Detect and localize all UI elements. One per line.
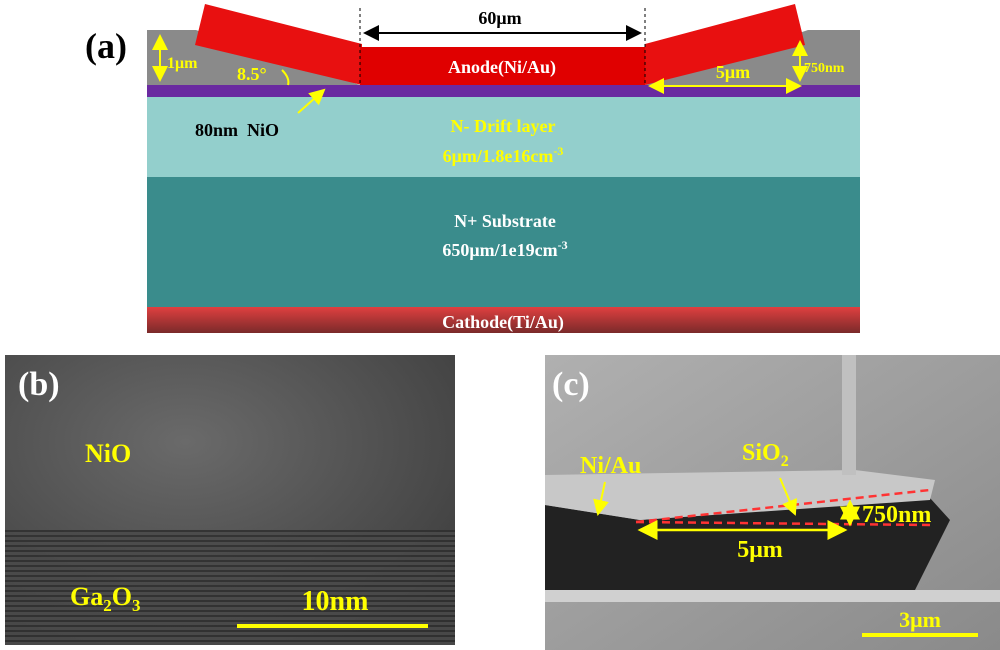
layer-label: NiO: [85, 439, 131, 468]
layer-label: N+ Substrate: [454, 211, 556, 231]
pointer: [593, 481, 609, 516]
panel-b: (b) NiO Ga2O3 10nm: [5, 355, 455, 645]
layer-label: Ga2O3: [70, 582, 140, 615]
layer-label: Cathode(Ti/Au): [442, 312, 564, 333]
panel-label: (b): [18, 366, 60, 403]
layer-spec: 6μm/1.8e16cm-3: [443, 144, 564, 166]
panel-a: (a) 60μm 1μm 8.5° Anode(Ni/Au) 5μm 750nm…: [85, 4, 860, 333]
dimension-label: 750nm: [862, 502, 931, 528]
dimension-label: 5μm: [716, 62, 750, 82]
panel-label: (a): [85, 26, 127, 66]
formula-part: O: [112, 582, 132, 611]
substrate-layer: [147, 177, 860, 307]
subscript: 2: [781, 453, 789, 470]
exponent: -3: [558, 238, 568, 252]
panel-label: (c): [552, 366, 590, 403]
pointer: [779, 477, 797, 516]
anode-label: Anode(Ni/Au): [448, 57, 556, 78]
material-label: SiO2: [742, 440, 789, 470]
dimension-label: 1μm: [167, 55, 198, 72]
spec-text: 650μm/1e19cm: [442, 240, 557, 260]
pointer: [297, 88, 326, 114]
anode-metal: [360, 47, 645, 85]
metal-overhang: [545, 470, 935, 520]
subscript: 3: [132, 596, 141, 615]
cathode-layer: [147, 307, 860, 333]
dimension-label: 750nm: [804, 61, 845, 76]
field-plate-right: [645, 4, 805, 85]
layer-label: 80nm NiO: [195, 120, 279, 140]
panel-c: (c) Ni/Au SiO2 750nm 5μm 3μm: [545, 355, 1000, 650]
subscript: 2: [103, 596, 112, 615]
layer-label: N- Drift layer: [451, 116, 556, 136]
dimension-label: 60μm: [478, 8, 521, 28]
formula-part: Ga: [70, 582, 103, 611]
edge: [545, 590, 1000, 602]
formula-part: SiO: [742, 440, 781, 466]
layer-spec: 650μm/1e19cm-3: [442, 238, 567, 260]
spec-text: 6μm/1.8e16cm: [443, 146, 554, 166]
angle-label: 8.5°: [237, 64, 267, 84]
angle-arc: [281, 69, 290, 86]
scale-label: 3μm: [899, 607, 941, 632]
material-label: Ni/Au: [580, 453, 641, 479]
dimension-label: 5μm: [737, 537, 783, 563]
scale-label: 10nm: [302, 586, 369, 617]
exponent: -3: [553, 144, 563, 158]
drift-layer: [147, 97, 860, 177]
metal-line: [842, 355, 856, 475]
field-plate-left: [195, 4, 362, 85]
